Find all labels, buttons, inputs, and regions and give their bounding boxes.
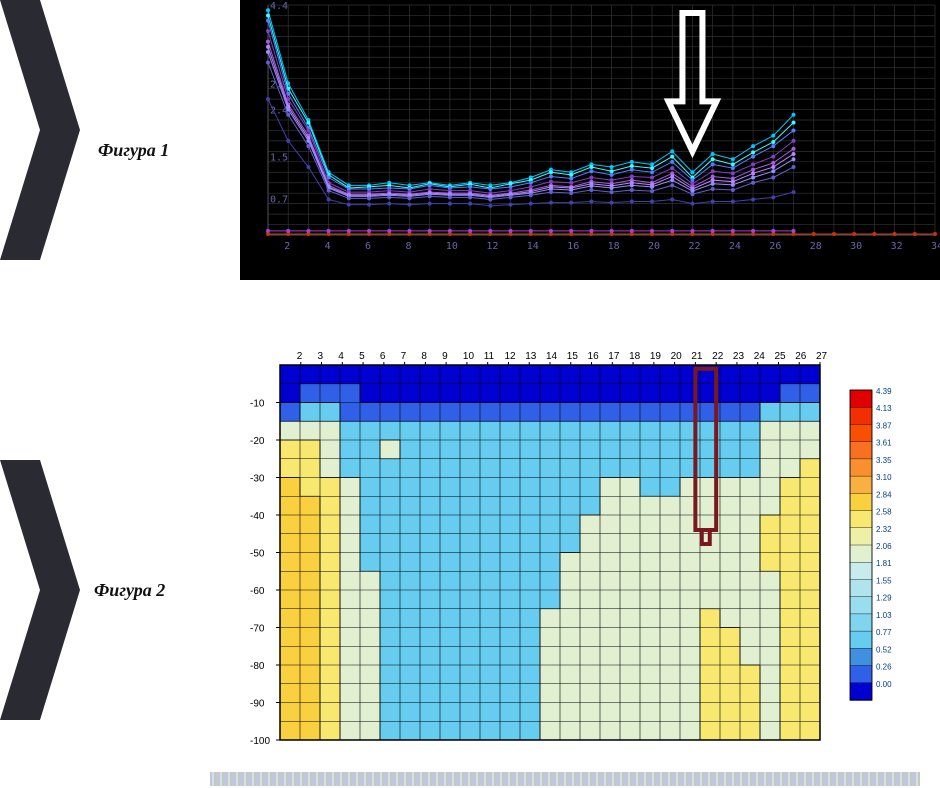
svg-text:3.61: 3.61 — [876, 439, 892, 448]
svg-text:7: 7 — [401, 351, 407, 362]
svg-text:12: 12 — [486, 241, 498, 252]
svg-text:24: 24 — [729, 241, 741, 252]
svg-text:-70: -70 — [250, 624, 265, 635]
svg-text:-50: -50 — [250, 549, 265, 560]
svg-text:4.39: 4.39 — [876, 387, 892, 396]
svg-text:2: 2 — [284, 241, 290, 252]
chart-1-line: 0.71.52.42.94.42468101214161820222426283… — [240, 0, 940, 280]
svg-text:2.06: 2.06 — [876, 542, 892, 551]
svg-text:1.03: 1.03 — [876, 611, 892, 620]
svg-text:2.84: 2.84 — [876, 490, 892, 499]
svg-text:4.4: 4.4 — [270, 1, 288, 12]
svg-text:6: 6 — [365, 241, 371, 252]
svg-text:16: 16 — [567, 241, 579, 252]
svg-text:15: 15 — [567, 351, 579, 362]
svg-text:0.00: 0.00 — [876, 680, 892, 689]
svg-text:14: 14 — [546, 351, 558, 362]
svg-text:2.58: 2.58 — [876, 508, 892, 517]
svg-text:27: 27 — [816, 351, 828, 362]
svg-text:24: 24 — [754, 351, 766, 362]
svg-text:26: 26 — [795, 351, 807, 362]
svg-text:-40: -40 — [250, 511, 265, 522]
svg-text:21: 21 — [691, 351, 703, 362]
svg-text:32: 32 — [891, 241, 903, 252]
svg-text:0.26: 0.26 — [876, 663, 892, 672]
svg-text:3: 3 — [318, 351, 324, 362]
decor-arrow-2 — [0, 460, 80, 720]
svg-text:-90: -90 — [250, 699, 265, 710]
svg-text:10: 10 — [446, 241, 458, 252]
svg-text:1.81: 1.81 — [876, 559, 892, 568]
svg-text:5: 5 — [359, 351, 365, 362]
svg-text:18: 18 — [608, 241, 620, 252]
svg-text:-100: -100 — [250, 736, 270, 747]
svg-text:22: 22 — [688, 241, 700, 252]
svg-text:0.7: 0.7 — [270, 194, 288, 205]
svg-text:23: 23 — [733, 351, 745, 362]
svg-text:-30: -30 — [250, 474, 265, 485]
svg-text:2: 2 — [297, 351, 303, 362]
svg-text:-10: -10 — [250, 399, 265, 410]
figure1-label: Фигура 1 — [98, 140, 169, 161]
svg-text:3.87: 3.87 — [876, 421, 892, 430]
svg-text:16: 16 — [588, 351, 600, 362]
svg-text:19: 19 — [650, 351, 662, 362]
svg-text:11: 11 — [484, 351, 495, 362]
svg-text:4: 4 — [325, 241, 331, 252]
svg-text:3.10: 3.10 — [876, 473, 892, 482]
svg-text:17: 17 — [608, 351, 620, 362]
svg-text:-20: -20 — [250, 436, 265, 447]
figure2-label: Фигура 2 — [94, 580, 165, 601]
svg-text:0.77: 0.77 — [876, 628, 892, 637]
svg-text:10: 10 — [463, 351, 475, 362]
svg-text:12: 12 — [504, 351, 516, 362]
svg-text:20: 20 — [671, 351, 683, 362]
svg-text:30: 30 — [850, 241, 862, 252]
chart-2-heatmap: 2345678910111213141516171819202122232425… — [240, 340, 940, 760]
svg-text:1.55: 1.55 — [876, 576, 892, 585]
svg-text:4.13: 4.13 — [876, 404, 892, 413]
svg-text:0.52: 0.52 — [876, 645, 892, 654]
svg-text:28: 28 — [810, 241, 822, 252]
svg-text:9: 9 — [442, 351, 448, 362]
svg-text:8: 8 — [405, 241, 411, 252]
svg-text:1.5: 1.5 — [270, 153, 288, 164]
svg-text:3.35: 3.35 — [876, 456, 892, 465]
svg-text:-60: -60 — [250, 586, 265, 597]
svg-text:13: 13 — [525, 351, 537, 362]
svg-text:6: 6 — [380, 351, 386, 362]
svg-text:8: 8 — [421, 351, 427, 362]
svg-text:-80: -80 — [250, 661, 265, 672]
svg-text:2.32: 2.32 — [876, 525, 892, 534]
decor-arrow-1 — [0, 0, 80, 260]
svg-text:1.29: 1.29 — [876, 594, 892, 603]
svg-text:4: 4 — [338, 351, 344, 362]
svg-text:25: 25 — [774, 351, 786, 362]
svg-text:20: 20 — [648, 241, 660, 252]
svg-text:26: 26 — [769, 241, 781, 252]
svg-text:18: 18 — [629, 351, 641, 362]
footer-texture — [210, 772, 920, 786]
svg-text:22: 22 — [712, 351, 724, 362]
svg-text:34: 34 — [931, 241, 940, 252]
svg-text:14: 14 — [527, 241, 539, 252]
